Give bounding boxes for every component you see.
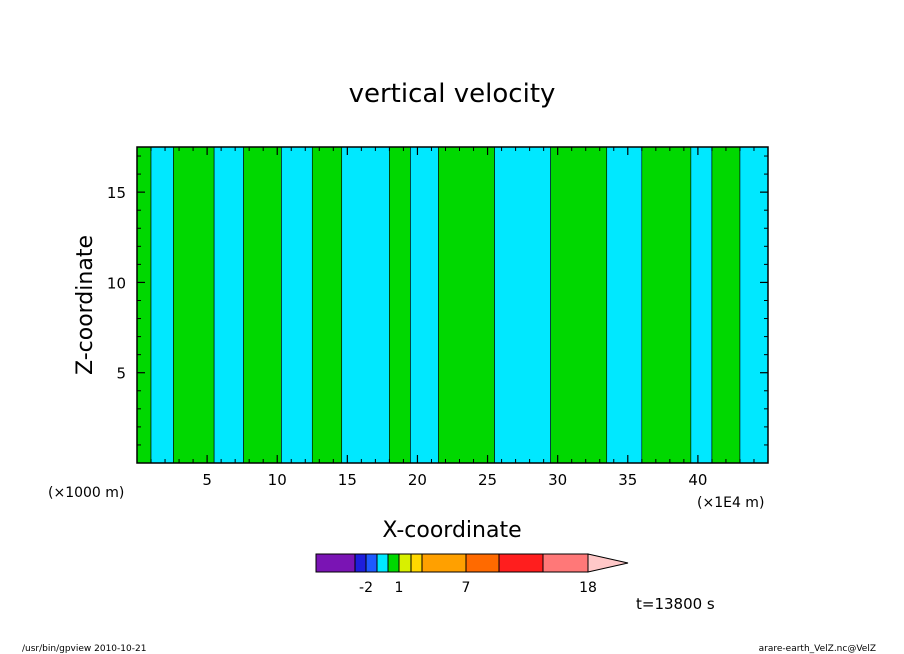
colorbar-label-0: -2 xyxy=(359,580,373,596)
footer-right: arare-earth_VelZ.nc@VelZ xyxy=(759,644,876,654)
x-tick-label-5: 5 xyxy=(202,471,212,489)
x-unit-right: (×1E4 m) xyxy=(697,495,764,511)
colorbar-label-1: 1 xyxy=(395,580,404,596)
colorbar-segment-0 xyxy=(315,553,356,573)
colorbar-segment-3 xyxy=(376,553,389,573)
field-band-13 xyxy=(606,146,643,464)
field-band-8 xyxy=(389,146,411,464)
colorbar-segment-4 xyxy=(387,553,400,573)
x-tick-label-25: 25 xyxy=(478,471,497,489)
field-band-1 xyxy=(150,146,174,464)
colorbar-segment-7 xyxy=(421,553,467,573)
field-band-2 xyxy=(173,146,215,464)
plot-frame xyxy=(136,146,769,464)
axis-ticks: 5 10 15 20 25 30 35 40 5 10 15 xyxy=(107,147,768,489)
x-unit-left: (×1000 m) xyxy=(48,485,124,501)
colorbar-segment-8 xyxy=(465,553,500,573)
colorbar-segment-6 xyxy=(410,553,423,573)
x-tick-label-30: 30 xyxy=(548,471,567,489)
field-band-16 xyxy=(711,146,741,464)
field-band-0 xyxy=(136,146,152,464)
colorbar: -2 1 7 18 xyxy=(315,553,629,596)
x-axis-label: X-coordinate xyxy=(382,518,521,543)
y-tick-label-10: 10 xyxy=(107,274,126,292)
colorbar-segment-2 xyxy=(365,553,378,573)
field-band-10 xyxy=(438,146,495,464)
field-band-5 xyxy=(281,146,313,464)
y-tick-label-15: 15 xyxy=(107,184,126,202)
field-band-3 xyxy=(213,146,244,464)
field-band-14 xyxy=(641,146,692,464)
colorbar-segment-5 xyxy=(398,553,412,573)
footer-left: /usr/bin/gpview 2010-10-21 xyxy=(22,644,146,654)
y-tick-label-5: 5 xyxy=(116,365,126,383)
field-band-4 xyxy=(243,146,282,464)
x-tick-label-20: 20 xyxy=(408,471,427,489)
x-tick-label-15: 15 xyxy=(338,471,357,489)
field-band-6 xyxy=(311,146,343,464)
field-band-17 xyxy=(739,146,769,464)
plot-area: 5 10 15 20 25 30 35 40 5 10 15 xyxy=(107,146,769,489)
field-band-12 xyxy=(550,146,608,464)
x-tick-label-10: 10 xyxy=(268,471,287,489)
y-axis-label: Z-coordinate xyxy=(73,235,98,375)
colorbar-label-3: 18 xyxy=(579,580,597,596)
velocity-field xyxy=(136,146,769,464)
field-band-7 xyxy=(341,146,390,464)
x-tick-label-35: 35 xyxy=(618,471,637,489)
colorbar-segment-1 xyxy=(354,553,367,573)
x-tick-label-40: 40 xyxy=(688,471,707,489)
time-label: t=13800 s xyxy=(636,595,715,613)
colorbar-segment-10 xyxy=(542,553,589,573)
field-band-15 xyxy=(690,146,713,464)
colorbar-segment-9 xyxy=(498,553,544,573)
colorbar-extend-arrow xyxy=(587,553,629,573)
field-band-9 xyxy=(410,146,439,464)
chart-title: vertical velocity xyxy=(349,79,556,109)
colorbar-label-2: 7 xyxy=(462,580,471,596)
field-band-11 xyxy=(494,146,551,464)
